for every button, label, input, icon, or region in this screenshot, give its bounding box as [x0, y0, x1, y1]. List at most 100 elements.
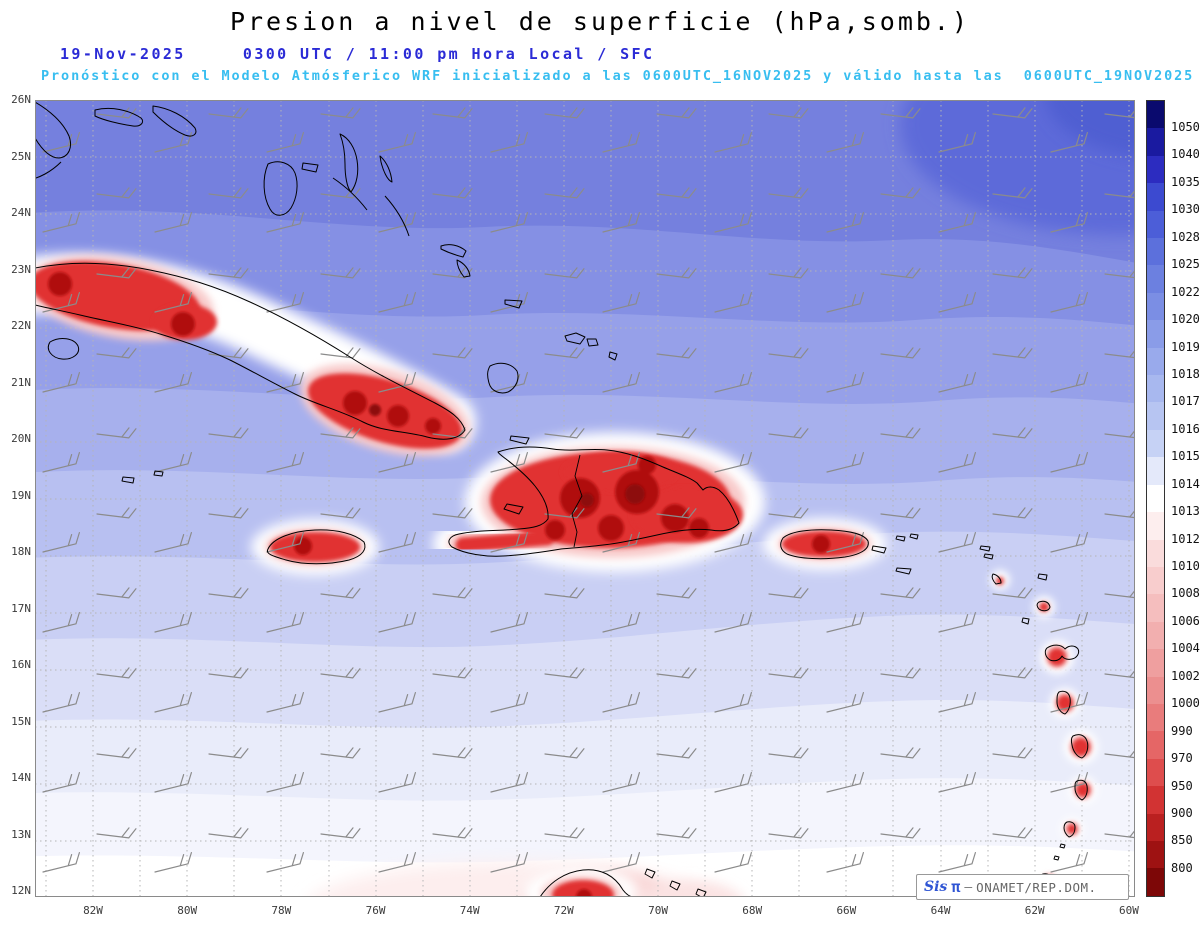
colorbar-segment [1147, 128, 1164, 156]
colorbar-segment [1147, 594, 1164, 622]
lat-label: 22N [11, 319, 31, 332]
colorbar-label: 900 [1171, 805, 1193, 820]
colorbar-label: 1012 [1171, 531, 1200, 546]
lat-label: 12N [11, 884, 31, 897]
puerto-rico-coastline [780, 529, 887, 560]
longitude-axis: 82W 80W 78W 76W 74W 72W 70W 68W 66W 64W 62W 60W [73, 904, 1149, 917]
cayman-islands [121, 470, 164, 484]
lat-label: 23N [11, 262, 31, 276]
pressure-map [35, 100, 1135, 897]
lon-label: 76W [365, 904, 386, 917]
lat-label: 17N [11, 601, 31, 615]
colorbar-segment [1147, 512, 1164, 540]
colorbar-label: 1014 [1171, 476, 1200, 491]
colorbar-label: 1013 [1171, 504, 1200, 519]
lat-label: 16N [11, 658, 31, 671]
colorbar-segment [1147, 566, 1164, 595]
colorbar-segment [1147, 539, 1164, 567]
pressure-colorbar [1146, 100, 1165, 897]
organization-name: ONAMET/REP.DOM. [976, 879, 1097, 895]
colorbar-label: 800 [1171, 860, 1193, 875]
lon-label: 72W [553, 904, 574, 917]
colorbar-label: 1008 [1171, 586, 1200, 601]
colorbar-label: 1016 [1171, 421, 1200, 436]
colorbar-label: 1006 [1171, 613, 1200, 628]
colorbar-segment [1147, 429, 1164, 458]
colorbar-segment [1147, 292, 1164, 321]
colorbar-label: 1018 [1171, 366, 1200, 381]
colorbar-segment [1147, 265, 1164, 293]
colorbar-label: 970 [1171, 751, 1193, 766]
coastlines [35, 101, 1089, 897]
colorbar-segment [1147, 649, 1164, 677]
colorbar-segment [1147, 731, 1164, 759]
colorbar-label: 1004 [1171, 641, 1200, 656]
colorbar-label: 1017 [1171, 394, 1200, 409]
page-title: Presion a nivel de superficie (hPa,somb.… [229, 7, 971, 36]
map-frame [35, 100, 1135, 897]
colorbar-label: 1040 [1171, 147, 1200, 162]
lat-label: 26N [11, 93, 31, 106]
colorbar-segment [1147, 621, 1164, 650]
branding-watermark: Sis π – ONAMET/REP.DOM. [916, 874, 1129, 900]
lat-label: 19N [11, 488, 31, 502]
colorbar-label: 1020 [1171, 312, 1200, 327]
colorbar-segment [1147, 484, 1164, 513]
colorbar-segment [1147, 786, 1164, 814]
colorbar-segment [1147, 320, 1164, 348]
colorbar-segment [1147, 183, 1164, 211]
colorbar-label: 1000 [1171, 696, 1200, 711]
colorbar-segment [1147, 703, 1164, 732]
colorbar-segment [1147, 210, 1164, 239]
bahamas-islands [94, 105, 618, 394]
colorbar-segment [1147, 238, 1164, 266]
colorbar-label: 990 [1171, 723, 1193, 738]
wind-barbs [35, 100, 1135, 897]
hispaniola-coastline [448, 435, 740, 557]
colorbar-label: 1025 [1171, 257, 1200, 272]
latitude-axis: 26N 25N 24N 23N 22N 21N 20N 19N 18N 17N 16N 15N 14N 1… [0, 94, 31, 897]
colorbar-label: 950 [1171, 778, 1193, 793]
colorbar-label: 1022 [1171, 284, 1200, 299]
lon-label: 80W [177, 904, 198, 917]
lat-label: 18N [11, 545, 31, 558]
forecast-datetime: 19-Nov-2025 0300 UTC / 11:00 pm Hora Loc… [60, 45, 655, 63]
colorbar-segment [1147, 375, 1164, 403]
lon-label: 66W [836, 904, 857, 917]
cuba-coastline [35, 262, 466, 440]
colorbar-segment [1147, 457, 1164, 485]
colorbar-segment [1147, 813, 1164, 841]
colorbar-segment [1147, 840, 1164, 869]
colorbar-label: 1015 [1171, 449, 1200, 464]
colorbar-label: 1010 [1171, 559, 1200, 573]
colorbar-scale: 1050 1040 1035 1030 1028 1025 1022 1020 1019 1018… [1171, 121, 1200, 875]
lon-label: 74W [459, 904, 480, 917]
colorbar-label: 1019 [1171, 339, 1200, 354]
colorbar-segment [1147, 676, 1164, 704]
lon-label: 82W [83, 904, 103, 917]
colorbar-label: 1002 [1171, 668, 1200, 683]
colorbar-label: 1030 [1171, 202, 1200, 217]
lon-label: 64W [930, 904, 951, 917]
colorbar-label: 1050 [1171, 120, 1200, 134]
colorbar-segment [1147, 347, 1164, 376]
lon-label: 62W [1024, 904, 1045, 917]
lat-label: 14N [11, 771, 31, 784]
lon-label: 78W [271, 904, 292, 917]
colorbar-segment [1147, 758, 1164, 787]
sispi-logo-text: Sis [924, 879, 948, 895]
colorbar-label: 850 [1171, 833, 1193, 848]
colorbar-segment [1147, 155, 1164, 184]
colorbar-segment [1147, 101, 1164, 129]
lon-label: 68W [742, 904, 763, 917]
model-init-info: Pronóstico con el Modelo Atmósferico WRF… [41, 68, 1195, 84]
jamaica-coastline [266, 529, 366, 565]
colorbar-label: 1028 [1171, 229, 1200, 244]
colorbar-label: 1035 [1171, 174, 1200, 189]
lat-label: 25N [11, 149, 31, 163]
lat-label: 20N [11, 432, 31, 445]
colorbar-segment [1147, 402, 1164, 430]
colorbar-segment [1147, 868, 1164, 896]
lon-label: 70W [648, 904, 668, 917]
florida-keys-coastline [35, 101, 72, 179]
